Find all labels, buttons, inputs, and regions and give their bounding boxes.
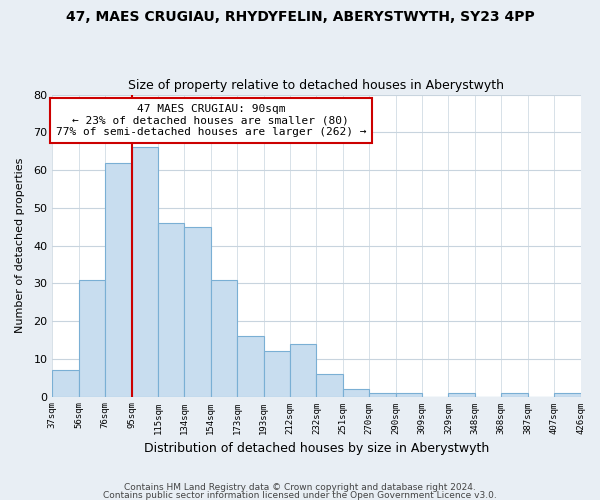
Bar [395,393,422,396]
Text: 47 MAES CRUGIAU: 90sqm
← 23% of detached houses are smaller (80)
77% of semi-det: 47 MAES CRUGIAU: 90sqm ← 23% of detached… [56,104,366,137]
Bar [501,393,527,396]
Bar [52,370,79,396]
Bar [316,374,343,396]
Bar [343,389,369,396]
Bar [448,393,475,396]
Text: Contains HM Land Registry data © Crown copyright and database right 2024.: Contains HM Land Registry data © Crown c… [124,484,476,492]
Bar [79,280,105,396]
Bar [158,223,184,396]
X-axis label: Distribution of detached houses by size in Aberystwyth: Distribution of detached houses by size … [144,442,489,455]
Bar [263,352,290,397]
Bar [131,148,158,396]
Bar [290,344,316,396]
Text: Contains public sector information licensed under the Open Government Licence v3: Contains public sector information licen… [103,490,497,500]
Bar [369,393,395,396]
Y-axis label: Number of detached properties: Number of detached properties [15,158,25,333]
Text: 47, MAES CRUGIAU, RHYDYFELIN, ABERYSTWYTH, SY23 4PP: 47, MAES CRUGIAU, RHYDYFELIN, ABERYSTWYT… [65,10,535,24]
Bar [554,393,581,396]
Bar [237,336,263,396]
Title: Size of property relative to detached houses in Aberystwyth: Size of property relative to detached ho… [128,79,505,92]
Bar [105,162,131,396]
Bar [184,226,211,396]
Bar [211,280,237,396]
